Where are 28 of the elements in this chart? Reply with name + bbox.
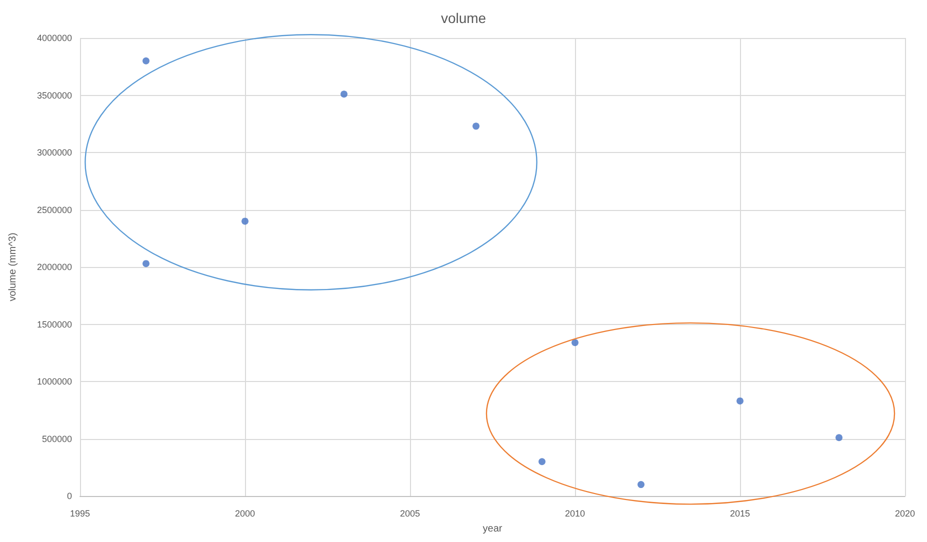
point <box>538 458 546 466</box>
point <box>242 218 248 225</box>
x-tick-label: 1995 <box>70 508 90 518</box>
point <box>572 339 578 346</box>
y-tick-label: 500000 <box>42 434 72 444</box>
point <box>142 57 150 64</box>
x-tick-label: 2000 <box>234 508 256 518</box>
x-tick-label: 2010 <box>564 508 586 518</box>
y-tick-label: 2500000 <box>36 204 72 215</box>
point <box>836 434 842 442</box>
y-tick-label: 3500000 <box>36 90 72 100</box>
y-tick-label: 3000000 <box>36 148 72 158</box>
y-tick-label: 1500000 <box>36 319 72 330</box>
point <box>340 90 348 98</box>
y-axis-title: volume (mm^3) <box>8 232 18 302</box>
y-tick-label: 0 <box>66 491 72 501</box>
x-tick-label: 2005 <box>400 508 420 518</box>
y-tick-label: 2000000 <box>36 262 72 272</box>
point <box>142 260 150 268</box>
y-tick-label: 1000000 <box>36 376 72 386</box>
chart-title: volume <box>440 10 486 26</box>
x-tick-label: 2015 <box>730 508 750 518</box>
point <box>736 397 744 404</box>
point <box>638 481 644 488</box>
x-tick-label: 2020 <box>894 508 916 518</box>
point <box>472 122 480 130</box>
x-axis-title: year <box>482 523 503 534</box>
y-tick-label: 4000000 <box>36 33 72 43</box>
